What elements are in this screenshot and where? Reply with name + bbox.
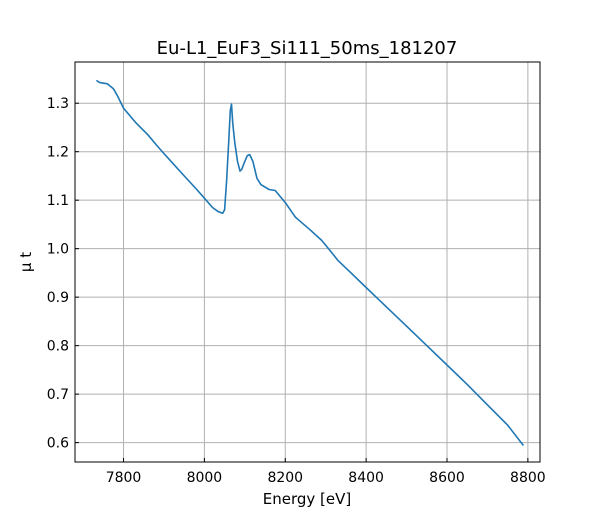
y-tick-label: 1.2 — [47, 145, 69, 161]
y-tick-label: 1.0 — [47, 242, 69, 258]
y-axis-label: μ t — [17, 252, 35, 272]
ticks: 7800 8000 8200 8400 8600 8800 0.6 0.7 0.8 0.9 1.0 1… — [47, 96, 546, 486]
y-tick-label: 0.9 — [47, 290, 69, 306]
x-tick-label: 8400 — [348, 470, 384, 486]
x-tick-label: 8000 — [187, 470, 223, 486]
series-line — [95, 79, 525, 446]
y-tick-label: 0.7 — [47, 387, 69, 403]
x-tick-label: 8600 — [429, 470, 465, 486]
x-tick-label: 8800 — [510, 470, 546, 486]
y-tick-label: 0.6 — [47, 436, 69, 452]
series-layer — [95, 79, 525, 446]
grid — [75, 62, 540, 462]
x-axis-label: Energy [eV] — [263, 490, 351, 508]
y-tick-label: 1.1 — [47, 193, 69, 209]
plot-area — [75, 62, 540, 462]
plot-frame — [74, 61, 541, 463]
y-tick-label: 1.3 — [47, 96, 69, 112]
x-tick-label: 7800 — [106, 470, 142, 486]
x-tick-label: 8200 — [267, 470, 303, 486]
y-tick-label: 0.8 — [47, 339, 69, 355]
chart-title: Eu-L1_EuF3_Si111_50ms_181207 — [157, 38, 458, 59]
